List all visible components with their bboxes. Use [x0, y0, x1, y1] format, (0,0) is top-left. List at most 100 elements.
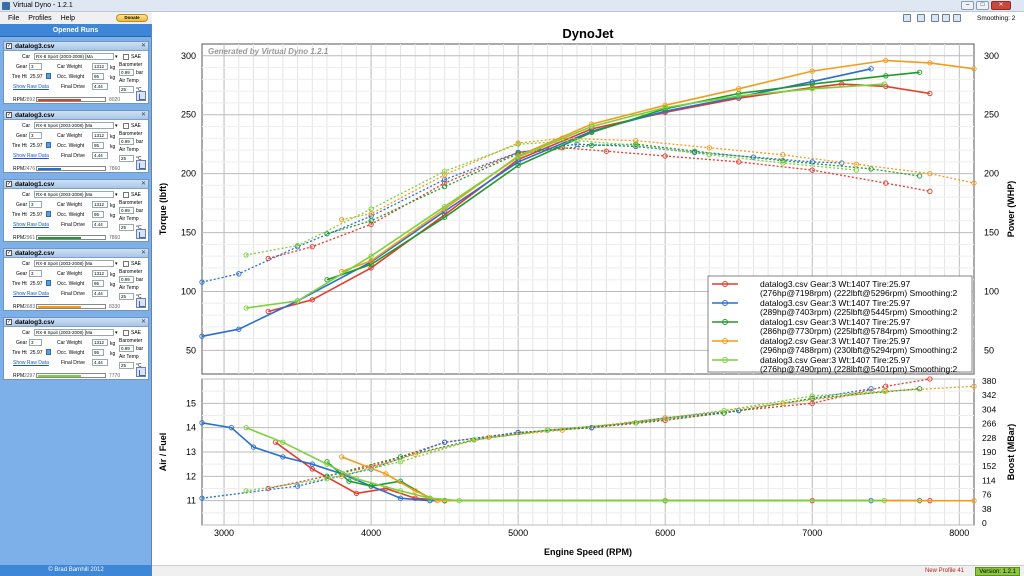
sae-checkbox[interactable]: [123, 54, 129, 60]
final-drive-input[interactable]: 4.44: [92, 152, 108, 159]
run-visible-checkbox[interactable]: ✓: [6, 43, 12, 49]
final-drive-input[interactable]: 4.44: [92, 359, 108, 366]
zoom-icon[interactable]: [903, 14, 911, 22]
car-select[interactable]: RX-8 Spoit (2003-2008) [Ma: [34, 329, 114, 336]
car-select[interactable]: RX-8 Spoit (2003-2008) [Ma: [34, 191, 114, 198]
car-weight-input[interactable]: 1312: [92, 132, 108, 139]
gear-select[interactable]: 3: [29, 63, 42, 70]
data-point: [780, 152, 786, 158]
tire-calc-icon[interactable]: [46, 211, 51, 217]
show-raw-data-link[interactable]: Show Raw Data: [13, 222, 49, 228]
air-temp-input[interactable]: 25: [119, 293, 134, 300]
chevron-down-icon[interactable]: ▾: [115, 192, 118, 198]
gear-select[interactable]: 3: [29, 270, 42, 277]
air-temp-input[interactable]: 25: [119, 155, 134, 162]
show-raw-data-link[interactable]: Show Raw Data: [13, 153, 49, 159]
sae-checkbox[interactable]: [123, 330, 129, 336]
tire-ht-value[interactable]: 25.97: [30, 212, 43, 218]
gear-select[interactable]: 3: [29, 339, 42, 346]
gear-select[interactable]: 3: [29, 201, 42, 208]
show-raw-data-link[interactable]: Show Raw Data: [13, 291, 49, 297]
air-temp-input[interactable]: 25: [119, 224, 134, 231]
menu-profiles[interactable]: Profiles: [28, 14, 52, 22]
chevron-down-icon[interactable]: ▾: [115, 123, 118, 129]
final-drive-input[interactable]: 4.44: [92, 221, 108, 228]
sae-checkbox[interactable]: [123, 261, 129, 267]
kg-unit: kg: [110, 144, 116, 150]
trim-graph-icon[interactable]: [136, 160, 146, 170]
minimize-button[interactable]: –: [961, 1, 974, 10]
donate-button[interactable]: Donate: [116, 14, 148, 22]
air-temp-input[interactable]: 25: [119, 86, 134, 93]
close-run-icon[interactable]: ✕: [140, 181, 146, 187]
data-point: [881, 498, 887, 504]
trim-graph-icon[interactable]: [136, 229, 146, 239]
show-raw-data-link[interactable]: Show Raw Data: [13, 84, 49, 90]
barometer-input[interactable]: 0.99: [119, 69, 134, 76]
open-icon[interactable]: [931, 14, 939, 22]
final-drive-input[interactable]: 4.44: [92, 83, 108, 90]
close-run-icon[interactable]: ✕: [140, 250, 146, 256]
air-temp-input[interactable]: 25: [119, 362, 134, 369]
chevron-down-icon[interactable]: ▾: [115, 261, 118, 267]
menu-help[interactable]: Help: [60, 14, 76, 22]
filter-icon[interactable]: [917, 14, 925, 22]
occ-weight-input[interactable]: 95: [92, 73, 104, 80]
trim-graph-icon[interactable]: [136, 298, 146, 308]
rpm-range-slider[interactable]: [36, 97, 106, 102]
barometer-input[interactable]: 0.99: [119, 138, 134, 145]
rpm-tick-label: 8000: [949, 528, 969, 538]
occ-weight-input[interactable]: 95: [92, 349, 104, 356]
car-select[interactable]: RX-8 Spoit (2003-2008) [Ma: [34, 122, 114, 129]
tire-calc-icon[interactable]: [46, 142, 51, 148]
trim-graph-icon[interactable]: [136, 91, 146, 101]
run-visible-checkbox[interactable]: ✓: [6, 181, 12, 187]
sae-checkbox[interactable]: [123, 192, 129, 198]
car-weight-input[interactable]: 1312: [92, 201, 108, 208]
car-select[interactable]: RX-8 Spoit (2003-2008) [Ma: [34, 260, 114, 267]
occ-weight-label: Occ. Weight: [57, 143, 85, 149]
sae-checkbox[interactable]: [123, 123, 129, 129]
rpm-range-slider[interactable]: [36, 304, 106, 309]
barometer-input[interactable]: 0.99: [119, 345, 134, 352]
car-weight-input[interactable]: 1312: [92, 63, 108, 70]
car-weight-input[interactable]: 1312: [92, 270, 108, 277]
chevron-down-icon[interactable]: ▾: [115, 330, 118, 336]
tire-calc-icon[interactable]: [46, 73, 51, 79]
close-run-icon[interactable]: ✕: [140, 319, 146, 325]
show-raw-data-link[interactable]: Show Raw Data: [13, 360, 49, 366]
run-visible-checkbox[interactable]: ✓: [6, 112, 12, 118]
barometer-input[interactable]: 0.99: [119, 207, 134, 214]
save-icon[interactable]: [942, 14, 950, 22]
rpm-range-slider[interactable]: [36, 166, 106, 171]
chevron-down-icon[interactable]: ▾: [115, 54, 118, 60]
trim-graph-icon[interactable]: [136, 367, 146, 377]
print-icon[interactable]: [953, 14, 961, 22]
close-run-icon[interactable]: ✕: [140, 43, 146, 49]
barometer-input[interactable]: 0.99: [119, 276, 134, 283]
version-badge[interactable]: Version: 1.2.1: [975, 567, 1020, 576]
run-visible-checkbox[interactable]: ✓: [6, 319, 12, 325]
menu-file[interactable]: File: [8, 14, 20, 22]
final-drive-input[interactable]: 4.44: [92, 290, 108, 297]
occ-weight-input[interactable]: 95: [92, 142, 104, 149]
maximize-button[interactable]: □: [976, 1, 989, 10]
gear-select[interactable]: 3: [29, 132, 42, 139]
close-button[interactable]: ✕: [991, 1, 1011, 10]
tire-ht-value[interactable]: 25.97: [30, 281, 43, 287]
car-weight-input[interactable]: 1312: [92, 339, 108, 346]
tire-calc-icon[interactable]: [46, 280, 51, 286]
car-select[interactable]: RX-8 Sport (2003-2008) [Ma: [34, 53, 114, 60]
rpm-range-slider[interactable]: [36, 235, 106, 240]
occ-weight-input[interactable]: 95: [92, 280, 104, 287]
smoothing-dropdown[interactable]: Smoothing: 2: [977, 15, 1016, 22]
close-run-icon[interactable]: ✕: [140, 112, 146, 118]
run-visible-checkbox[interactable]: ✓: [6, 250, 12, 256]
tire-ht-value[interactable]: 25.97: [30, 143, 43, 149]
occ-weight-input[interactable]: 95: [92, 211, 104, 218]
tire-calc-icon[interactable]: [46, 349, 51, 355]
tire-ht-value[interactable]: 25.97: [30, 74, 43, 80]
tire-ht-value[interactable]: 25.97: [30, 350, 43, 356]
rpm-range-slider[interactable]: [36, 373, 106, 378]
legend-marker: [722, 338, 728, 344]
